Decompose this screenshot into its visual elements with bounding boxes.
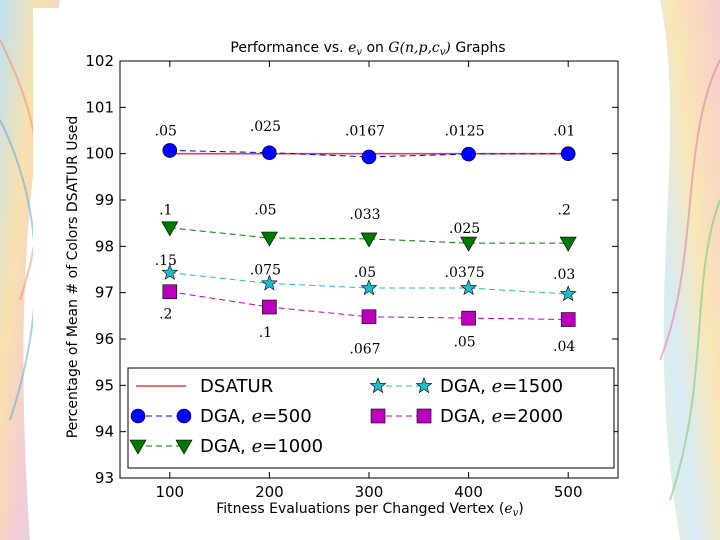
x-axis-label: Fitness Evaluations per Changed Vertex (…	[216, 501, 524, 519]
series-line	[169, 227, 569, 244]
legend-marker	[370, 408, 386, 424]
data-annotation: .067	[349, 341, 380, 357]
legend: DSATUR DGA, e=500 DGA, e=1000 DGA, e=1500 DG…	[127, 367, 615, 469]
data-point	[260, 231, 278, 247]
y-tick-label: 96	[95, 330, 114, 348]
x-tick-label: 100	[155, 483, 184, 501]
data-annotation: .0375	[445, 265, 485, 281]
legend-item: DSATUR	[136, 376, 273, 397]
data-annotation: .033	[349, 207, 380, 223]
legend-marker	[129, 439, 147, 455]
series-dga-e-1500	[161, 263, 577, 302]
legend-label: DGA, e=2000	[440, 406, 563, 427]
data-annotation: .2	[558, 202, 571, 218]
x-tick-label: 300	[355, 483, 384, 501]
data-annotation: .0167	[345, 124, 385, 140]
plot-area: 93 94 95 96 97 98 99 100 101 102 100 200 300 400 500 .0…	[85, 52, 619, 501]
legend-label: DGA, e=1000	[200, 436, 323, 457]
legend-marker	[176, 408, 192, 424]
legend-label: DGA, e=1500	[440, 376, 563, 397]
data-annotation: .1	[259, 325, 272, 341]
data-annotation: .025	[250, 119, 281, 135]
data-point	[461, 146, 476, 162]
legend-marker	[175, 439, 193, 455]
series-dga-e-500	[162, 143, 576, 165]
data-point	[162, 143, 178, 158]
series-dga-e-2000	[162, 284, 576, 327]
legend-marker	[369, 377, 387, 394]
data-annotation: .05	[155, 124, 177, 140]
data-point	[260, 274, 278, 291]
y-tick-label: 97	[95, 284, 114, 302]
legend-item: DGA, e=1000	[129, 436, 323, 457]
legend-marker	[130, 408, 146, 424]
line-chart: Performance vs. ev on G(n,p,cv) Graphs P…	[65, 40, 619, 519]
data-annotation: .025	[449, 221, 480, 237]
y-tick-label: 99	[95, 191, 114, 209]
series-line	[169, 272, 569, 295]
data-annotation: .03	[553, 267, 575, 283]
legend-item: DGA, e=500	[130, 406, 312, 427]
data-annotation: .15	[155, 253, 177, 269]
data-point	[162, 284, 178, 300]
x-tick-label: 500	[554, 483, 583, 501]
series-line	[169, 149, 569, 158]
y-tick-label: 98	[95, 237, 114, 255]
data-point	[361, 149, 377, 165]
data-point	[461, 310, 476, 326]
legend-marker	[416, 408, 432, 424]
data-point	[560, 146, 576, 161]
data-annotation: .05	[354, 265, 376, 281]
data-point	[262, 299, 277, 315]
data-point	[161, 221, 179, 237]
x-tick-label: 200	[255, 483, 284, 501]
y-tick-label: 102	[85, 52, 114, 70]
data-point	[360, 232, 378, 248]
legend-label: DSATUR	[200, 376, 273, 397]
data-annotation: .04	[553, 339, 575, 355]
data-annotation: .075	[250, 263, 281, 279]
y-tick-label: 93	[95, 469, 114, 487]
data-point	[360, 279, 378, 296]
data-annotation: .2	[159, 307, 172, 323]
data-point	[460, 279, 478, 296]
data-point	[460, 236, 478, 252]
series-dga-e-1000	[161, 221, 577, 252]
y-axis-label: Percentage of Mean # of Colors DSATUR Us…	[65, 116, 81, 439]
data-point	[161, 263, 179, 280]
data-point	[559, 285, 577, 302]
data-annotation: .05	[453, 334, 475, 350]
data-point	[361, 309, 377, 325]
data-point	[560, 312, 576, 327]
chart-figure: Performance vs. ev on G(n,p,cv) Graphs P…	[33, 8, 653, 532]
y-tick-label: 100	[85, 145, 114, 163]
chart-title: Performance vs. ev on G(n,p,cv) Graphs	[230, 40, 505, 58]
y-tick-label: 101	[85, 98, 114, 116]
y-tick-label: 95	[95, 376, 114, 394]
legend-marker	[415, 377, 433, 394]
y-tick-label: 94	[95, 423, 114, 441]
legend-item: DGA, e=2000	[370, 406, 563, 427]
data-annotation: .0125	[445, 124, 485, 140]
data-point	[559, 236, 577, 252]
data-annotation: .01	[553, 124, 575, 140]
data-annotation: .05	[254, 202, 276, 218]
x-tick-label: 400	[454, 483, 483, 501]
data-annotation: .1	[159, 202, 172, 218]
data-point	[262, 145, 277, 161]
legend-item: DGA, e=1500	[369, 376, 563, 397]
legend-label: DGA, e=500	[200, 406, 312, 427]
